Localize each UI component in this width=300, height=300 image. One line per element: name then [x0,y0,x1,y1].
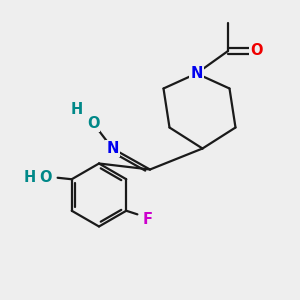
Text: F: F [142,212,152,227]
Text: N: N [106,141,119,156]
Text: H: H [70,102,83,117]
Text: O: O [87,116,99,130]
Text: N: N [190,66,203,81]
Text: O: O [250,44,263,59]
Text: O: O [39,170,52,185]
Text: H: H [24,170,36,185]
